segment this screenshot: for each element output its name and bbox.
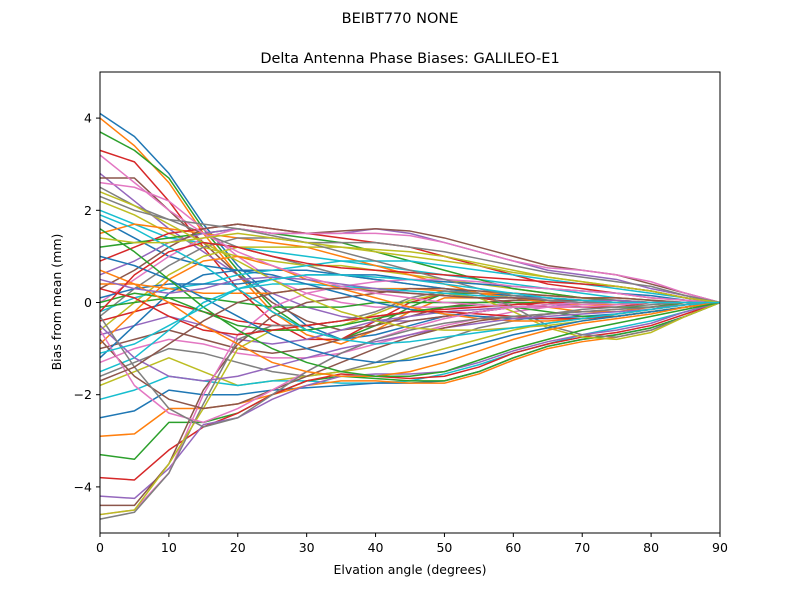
series-lines xyxy=(99,112,721,520)
y-tick-label: 0 xyxy=(84,295,92,310)
series-line-51 xyxy=(99,255,721,364)
x-tick-label: 90 xyxy=(712,540,728,555)
y-tick-label: −4 xyxy=(74,479,92,494)
x-tick-label: 80 xyxy=(643,540,659,555)
x-tick-label: 0 xyxy=(96,540,104,555)
series-line-59 xyxy=(99,232,721,304)
series-line-35 xyxy=(99,301,721,500)
y-axis-label: Bias from mean (mm) xyxy=(49,234,64,371)
chart-title: Delta Antenna Phase Biases: GALILEO-E1 xyxy=(260,51,559,67)
x-tick-label: 40 xyxy=(368,540,384,555)
x-tick-label: 10 xyxy=(161,540,177,555)
y-tick-label: 2 xyxy=(84,203,92,218)
x-tick-label: 30 xyxy=(299,540,315,555)
x-axis-label: Elvation angle (degrees) xyxy=(333,562,486,577)
series-line-48 xyxy=(99,301,721,428)
y-tick-label: 4 xyxy=(84,111,92,126)
y-tick-label: −2 xyxy=(74,387,92,402)
series-line-57 xyxy=(99,154,720,308)
x-tick-label: 20 xyxy=(230,540,246,555)
series-line-36 xyxy=(100,287,720,507)
x-tick-label: 70 xyxy=(574,540,590,555)
figure-suptitle: BEIBT770 NONE xyxy=(342,11,459,27)
series-line-18 xyxy=(99,237,721,317)
x-tick-label: 50 xyxy=(436,540,452,555)
series-line-52 xyxy=(99,269,721,378)
series-line-50 xyxy=(99,214,721,345)
series-line-28 xyxy=(99,301,720,378)
x-tick-label: 60 xyxy=(505,540,521,555)
x-axis-ticks: 0 10 20 30 40 50 60 70 80 90 xyxy=(96,533,728,555)
series-line-45 xyxy=(99,301,721,382)
series-line-34 xyxy=(99,301,721,481)
y-axis-ticks: −4 −2 0 2 4 xyxy=(74,111,100,494)
series-line-60 xyxy=(99,274,720,354)
plot-area xyxy=(99,71,721,534)
